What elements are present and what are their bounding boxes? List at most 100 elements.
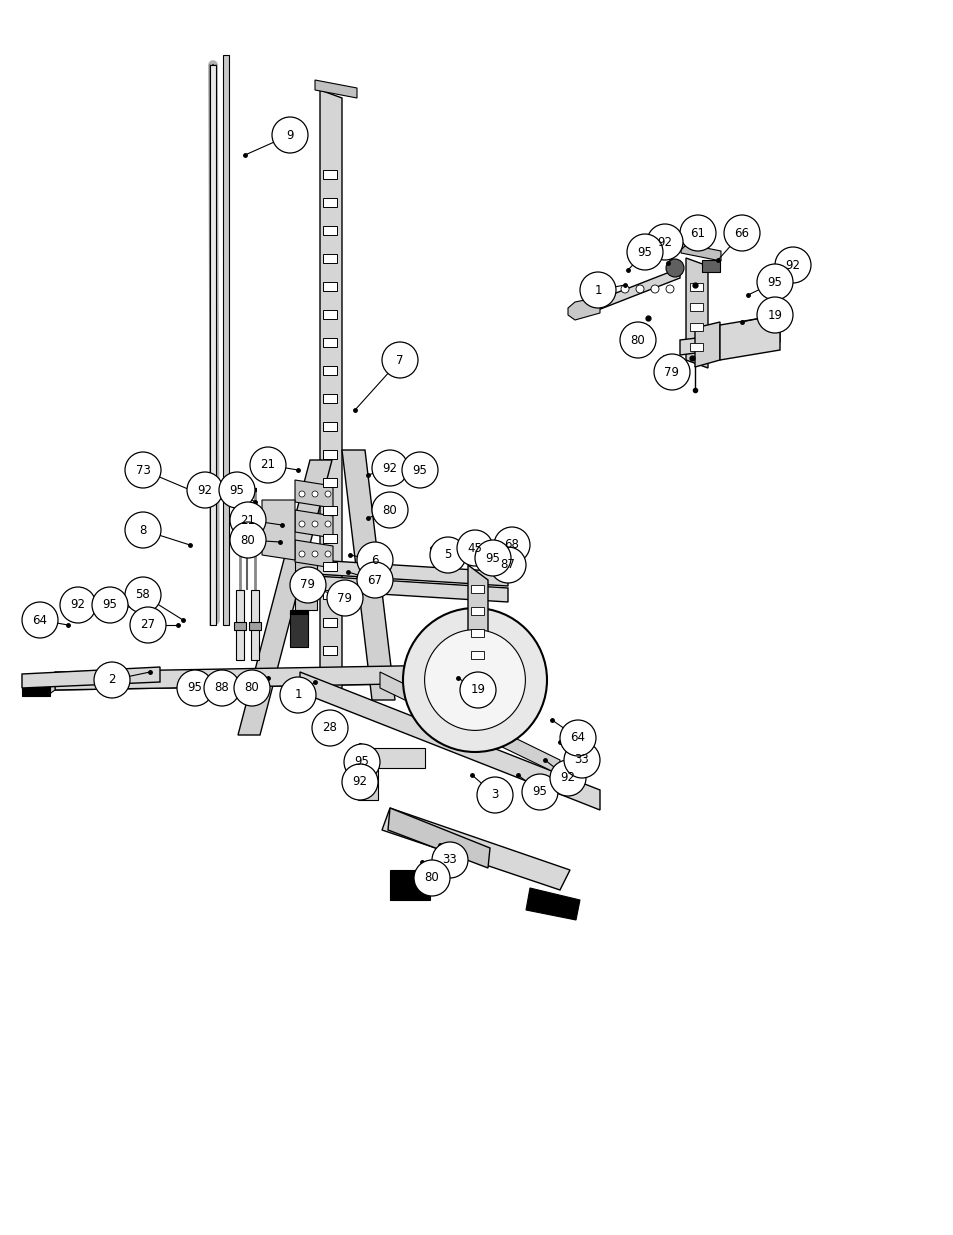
- Text: 27: 27: [140, 619, 155, 631]
- Bar: [471, 651, 483, 659]
- Circle shape: [290, 567, 326, 603]
- Text: 95: 95: [230, 483, 244, 496]
- Polygon shape: [237, 459, 332, 735]
- Bar: [323, 254, 336, 263]
- Text: 79: 79: [337, 592, 352, 604]
- Text: 45: 45: [467, 541, 482, 555]
- Circle shape: [414, 860, 450, 897]
- Text: 64: 64: [32, 614, 48, 626]
- Polygon shape: [22, 667, 160, 688]
- Text: 7: 7: [395, 353, 403, 367]
- Text: 92: 92: [71, 599, 86, 611]
- Text: 79: 79: [300, 578, 315, 592]
- Circle shape: [298, 521, 305, 527]
- Circle shape: [130, 606, 166, 643]
- Circle shape: [563, 742, 599, 778]
- Polygon shape: [341, 450, 395, 700]
- Text: 73: 73: [135, 463, 151, 477]
- Text: 61: 61: [690, 226, 705, 240]
- Text: 28: 28: [322, 721, 337, 735]
- Circle shape: [312, 492, 317, 496]
- Circle shape: [298, 492, 305, 496]
- Circle shape: [494, 527, 530, 563]
- Circle shape: [723, 215, 760, 251]
- Text: 8: 8: [139, 524, 147, 536]
- Polygon shape: [294, 510, 333, 538]
- Text: 92: 92: [657, 236, 672, 248]
- Polygon shape: [314, 80, 356, 98]
- Circle shape: [325, 521, 331, 527]
- Text: 19: 19: [470, 683, 485, 697]
- Circle shape: [459, 672, 496, 708]
- Circle shape: [402, 608, 546, 752]
- Bar: [323, 450, 336, 459]
- Circle shape: [490, 547, 525, 583]
- Bar: [357, 769, 377, 800]
- Text: 1: 1: [594, 284, 601, 296]
- Bar: [471, 629, 483, 637]
- Circle shape: [230, 522, 266, 558]
- Circle shape: [381, 342, 417, 378]
- Circle shape: [177, 671, 213, 706]
- Text: 21: 21: [260, 458, 275, 472]
- Text: 1: 1: [294, 688, 301, 701]
- Text: 67: 67: [367, 573, 382, 587]
- Circle shape: [619, 322, 656, 358]
- Bar: [323, 534, 336, 543]
- Bar: [323, 310, 336, 319]
- Polygon shape: [294, 480, 333, 508]
- Polygon shape: [235, 590, 244, 659]
- Text: 95: 95: [767, 275, 781, 289]
- Polygon shape: [679, 329, 780, 354]
- Polygon shape: [720, 315, 780, 359]
- Text: 19: 19: [767, 309, 781, 321]
- Bar: [323, 226, 336, 235]
- Polygon shape: [468, 564, 488, 710]
- Text: 2: 2: [108, 673, 115, 687]
- Polygon shape: [249, 622, 261, 630]
- Text: 80: 80: [382, 504, 397, 516]
- Polygon shape: [685, 258, 707, 368]
- Polygon shape: [55, 664, 510, 690]
- Text: 6: 6: [371, 553, 378, 567]
- Circle shape: [679, 215, 716, 251]
- Polygon shape: [299, 672, 599, 810]
- Circle shape: [432, 842, 468, 878]
- Circle shape: [356, 562, 393, 598]
- Text: 64: 64: [570, 731, 585, 745]
- Bar: [323, 338, 336, 347]
- Circle shape: [325, 492, 331, 496]
- Text: 88: 88: [214, 682, 229, 694]
- Bar: [294, 555, 316, 610]
- Text: 33: 33: [574, 753, 589, 767]
- Polygon shape: [223, 56, 229, 625]
- Circle shape: [579, 272, 616, 308]
- Bar: [323, 590, 336, 599]
- Text: 95: 95: [355, 756, 369, 768]
- Circle shape: [60, 587, 96, 622]
- Circle shape: [272, 117, 308, 153]
- Circle shape: [654, 354, 689, 390]
- Text: 66: 66: [734, 226, 749, 240]
- Text: 92: 92: [352, 776, 367, 788]
- Text: 58: 58: [135, 589, 151, 601]
- Circle shape: [424, 630, 525, 730]
- Circle shape: [125, 577, 161, 613]
- Circle shape: [456, 530, 493, 566]
- Polygon shape: [567, 296, 599, 320]
- Circle shape: [401, 452, 437, 488]
- Circle shape: [204, 671, 240, 706]
- Polygon shape: [314, 559, 507, 585]
- Circle shape: [125, 452, 161, 488]
- Text: 92: 92: [197, 483, 213, 496]
- Circle shape: [356, 542, 393, 578]
- Circle shape: [344, 743, 379, 781]
- Circle shape: [327, 580, 363, 616]
- Circle shape: [774, 247, 810, 283]
- Circle shape: [312, 521, 317, 527]
- Text: 95: 95: [188, 682, 202, 694]
- Polygon shape: [22, 674, 50, 697]
- Text: 5: 5: [444, 548, 451, 562]
- Circle shape: [620, 285, 628, 293]
- Circle shape: [250, 447, 286, 483]
